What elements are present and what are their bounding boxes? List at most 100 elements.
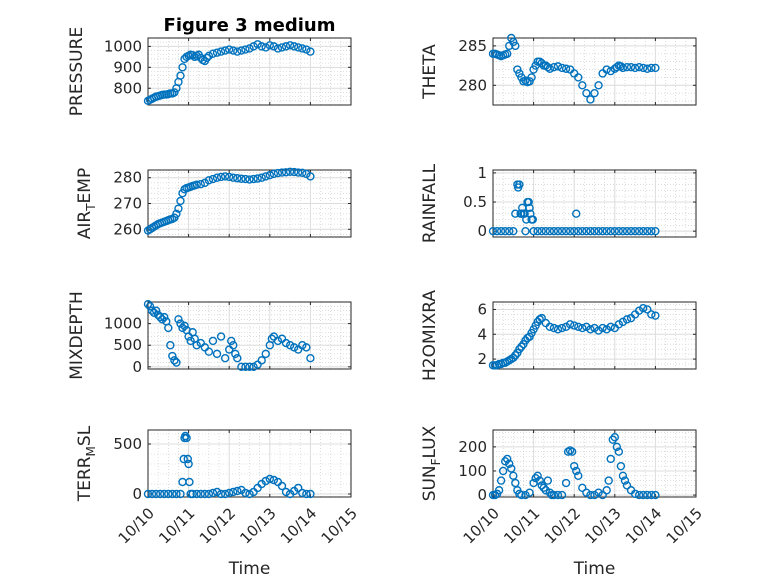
data-point	[618, 226, 628, 236]
x-tick-label: 10/14	[277, 504, 320, 547]
data-point	[533, 226, 542, 236]
data-point	[606, 454, 615, 464]
data-point	[220, 46, 230, 55]
data-point	[178, 477, 187, 487]
data-point	[269, 475, 279, 485]
data-point	[529, 65, 538, 74]
data-point	[241, 488, 250, 498]
y-tick-label: 0	[477, 486, 487, 504]
data-point	[164, 323, 173, 333]
data-point	[294, 483, 303, 493]
data-point	[200, 489, 210, 499]
chart-theta: 280 285 THETA	[420, 33, 697, 106]
data-point	[237, 362, 246, 372]
axes-frame	[492, 169, 697, 238]
y-tick-label: 0	[477, 222, 487, 240]
axes-frame	[492, 37, 697, 106]
data-point	[212, 48, 222, 57]
data-point	[227, 336, 236, 346]
data-point	[545, 322, 555, 332]
data-point	[306, 172, 315, 181]
data-point	[626, 226, 636, 236]
data-point	[509, 471, 518, 480]
data-point	[651, 490, 660, 500]
data-point	[503, 454, 512, 464]
data-point	[257, 356, 266, 365]
data-point	[149, 308, 159, 318]
data-point	[500, 457, 510, 466]
data-point	[606, 322, 615, 332]
data-point	[622, 315, 632, 324]
data-point	[176, 196, 185, 206]
data-point	[586, 490, 595, 500]
data-point	[492, 226, 502, 236]
data-point	[253, 174, 262, 183]
data-point	[496, 226, 506, 236]
data-point	[277, 43, 287, 52]
data-point	[302, 343, 311, 352]
data-point	[204, 176, 214, 185]
data-point	[208, 336, 218, 346]
data-point	[643, 490, 652, 500]
data-point	[626, 62, 636, 72]
data-point	[639, 63, 648, 73]
data-point	[586, 325, 595, 334]
data-point	[528, 215, 537, 224]
x-tick-label: 10/10	[115, 504, 158, 547]
data-point	[574, 471, 583, 480]
data-point	[265, 474, 274, 484]
data-point	[488, 226, 498, 236]
data-point	[515, 344, 524, 354]
data-point	[281, 487, 291, 497]
data-point	[294, 43, 303, 52]
data-point	[170, 88, 179, 97]
data-point	[220, 353, 230, 363]
x-tick-label: 10/11	[155, 504, 198, 547]
data-point	[630, 226, 640, 236]
data-point	[582, 88, 591, 98]
data-point	[155, 312, 165, 322]
data-point	[237, 46, 246, 55]
data-point	[639, 226, 648, 236]
data-point	[634, 62, 644, 72]
data-point	[614, 447, 624, 456]
data-point	[192, 489, 201, 499]
data-point	[178, 63, 187, 72]
data-point	[521, 226, 530, 236]
x-tick-label: 10/13	[581, 504, 624, 547]
data-point	[257, 42, 266, 51]
data-point	[618, 471, 628, 480]
data-point	[216, 172, 226, 182]
data-point	[570, 226, 579, 236]
data-point	[253, 40, 262, 49]
data-point	[145, 302, 155, 311]
data-point	[527, 73, 536, 82]
data-point	[192, 180, 201, 189]
data-point	[582, 226, 591, 236]
data-point	[537, 313, 546, 323]
data-point	[265, 170, 274, 180]
data-point	[281, 42, 291, 51]
data-point	[289, 343, 299, 352]
data-point	[586, 95, 595, 104]
x-tick-label: 10/11	[500, 504, 543, 547]
x-tick-label: 10/12	[196, 504, 239, 547]
data-point	[164, 489, 173, 499]
data-point	[231, 349, 240, 359]
data-point	[143, 299, 153, 309]
data-point	[578, 81, 587, 90]
data-point	[598, 226, 607, 236]
data-point	[521, 490, 530, 500]
data-point	[509, 37, 518, 47]
data-point	[273, 168, 283, 178]
data-point	[525, 203, 534, 213]
axes-frame	[147, 301, 352, 370]
y-tick-label: 500	[113, 336, 142, 354]
data-point	[545, 64, 555, 73]
y-tick-label: 1000	[104, 37, 142, 55]
data-point	[647, 490, 656, 500]
data-point	[616, 461, 626, 471]
axes-frame	[147, 37, 352, 106]
data-point	[294, 168, 303, 177]
